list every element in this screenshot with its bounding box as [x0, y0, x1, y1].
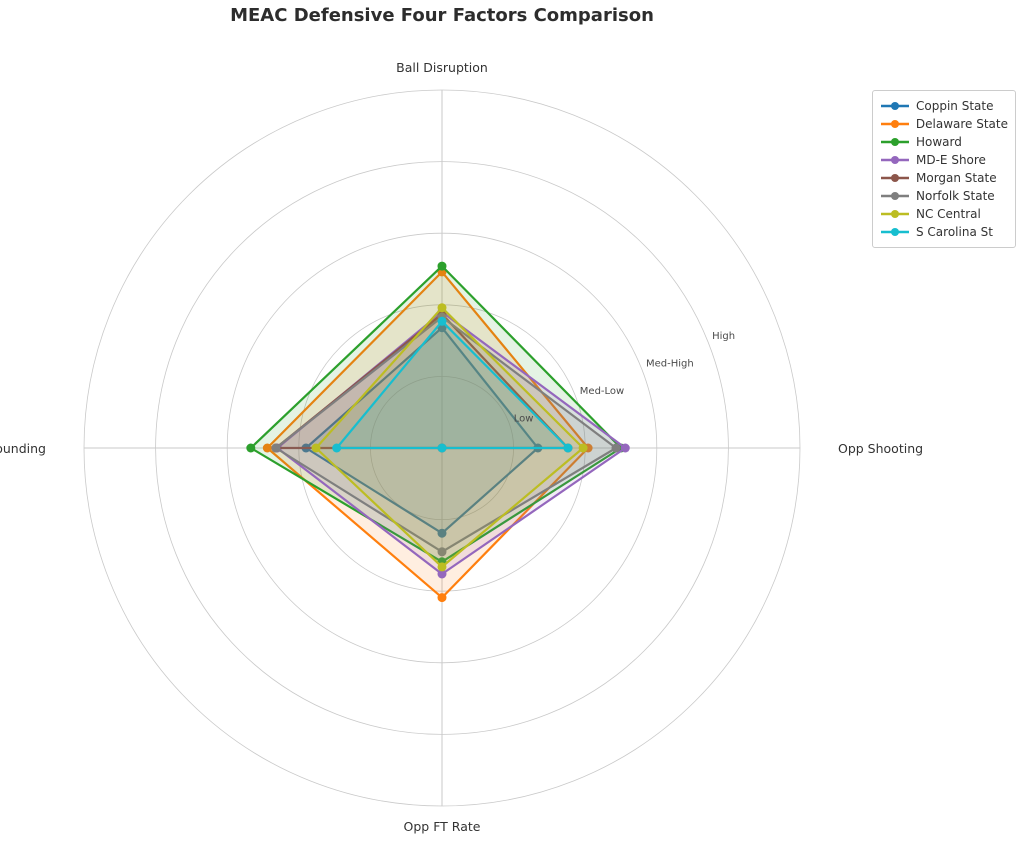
radial-tick-label-high: High — [712, 331, 735, 342]
series-marker-nc-central-opp-ft-rate — [437, 562, 447, 572]
series-marker-md-e-shore-opp-ft-rate — [437, 569, 447, 579]
series-marker-s-carolina-st-opp-shooting — [563, 443, 573, 453]
legend-line-sample — [881, 228, 909, 236]
series-marker-delaware-state-def-rebounding — [262, 443, 272, 453]
legend-sample-dot — [891, 156, 899, 164]
radial-tick-label-low: Low — [514, 413, 534, 424]
series-marker-nc-central-opp-shooting — [578, 443, 588, 453]
legend-line-sample — [881, 174, 909, 182]
legend-item-coppin-state: Coppin State — [880, 97, 1008, 115]
series-marker-delaware-state-opp-ft-rate — [437, 593, 447, 603]
series-marker-md-e-shore-opp-shooting — [620, 443, 630, 453]
series-fill-howard — [250, 266, 622, 562]
legend-sample-dot — [891, 138, 899, 146]
radial-tick-label-med-high: Med-High — [646, 359, 694, 370]
series-marker-nc-central-def-rebounding — [311, 443, 321, 453]
legend-item-delaware-state: Delaware State — [880, 115, 1008, 133]
legend-item-label: Howard — [916, 135, 962, 149]
legend-item-morgan-state: Morgan State — [880, 169, 1008, 187]
legend-item-howard: Howard — [880, 133, 1008, 151]
series-marker-s-carolina-st-opp-ft-rate — [437, 443, 447, 453]
legend-sample-dot — [891, 174, 899, 182]
legend-item-label: Delaware State — [915, 117, 1008, 131]
series-marker-norfolk-state-def-rebounding — [271, 443, 281, 453]
legend-item-label: MD-E Shore — [916, 153, 986, 167]
series-fill-morgan-state — [275, 314, 568, 448]
series-marker-norfolk-state-opp-shooting — [611, 443, 621, 453]
legend-line-sample — [881, 120, 909, 128]
legend-line-sample — [881, 156, 909, 164]
axis-label-opp-shooting: Opp Shooting — [838, 441, 923, 456]
legend-sample-dot — [891, 102, 899, 110]
legend-sample-dot — [891, 192, 899, 200]
series-fill-coppin-state — [306, 327, 538, 534]
legend-sample-dot — [891, 210, 899, 218]
legend-item-label: NC Central — [916, 207, 981, 221]
legend-item-nc-central: NC Central — [880, 205, 1008, 223]
legend-line-sample — [881, 192, 909, 200]
legend-item-label: Morgan State — [916, 171, 997, 185]
legend-item-label: Coppin State — [916, 99, 994, 113]
series-marker-s-carolina-st-ball-disruption — [437, 316, 447, 326]
axis-label-opp-ft-rate: Opp FT Rate — [404, 819, 481, 834]
legend-sample-dot — [891, 228, 899, 236]
radial-tick-label-med-low: Med-Low — [580, 386, 624, 397]
legend-line-sample — [881, 102, 909, 110]
axis-label-def-rebounding: Def Rebounding — [0, 441, 46, 456]
legend-item-norfolk-state: Norfolk State — [880, 187, 1008, 205]
series-layer — [246, 261, 630, 603]
series-fill-nc-central — [316, 307, 584, 567]
legend: Coppin State Delaware State Howard MD-E Sho… — [872, 90, 1016, 248]
series-marker-coppin-state-opp-ft-rate — [437, 528, 447, 538]
legend-sample-dot — [891, 120, 899, 128]
label-layer: Low Med-Low Med-High High Ball Disruption Opp… — [0, 60, 923, 834]
series-marker-s-carolina-st-def-rebounding — [332, 443, 342, 453]
axis-label-ball-disruption: Ball Disruption — [396, 60, 488, 75]
legend-item-s-carolina-st: S Carolina St — [880, 223, 1008, 241]
legend-item-label: Norfolk State — [916, 189, 995, 203]
series-marker-howard-def-rebounding — [246, 443, 256, 453]
series-marker-norfolk-state-opp-ft-rate — [437, 547, 447, 557]
series-marker-nc-central-ball-disruption — [437, 303, 447, 313]
chart-title: MEAC Defensive Four Factors Comparison — [230, 5, 654, 26]
legend-line-sample — [881, 138, 909, 146]
series-fill-s-carolina-st — [336, 321, 568, 448]
legend-item-md-e-shore: MD-E Shore — [880, 151, 1008, 169]
series-marker-howard-ball-disruption — [437, 261, 447, 271]
legend-item-label: S Carolina St — [916, 225, 993, 239]
legend-line-sample — [881, 210, 909, 218]
